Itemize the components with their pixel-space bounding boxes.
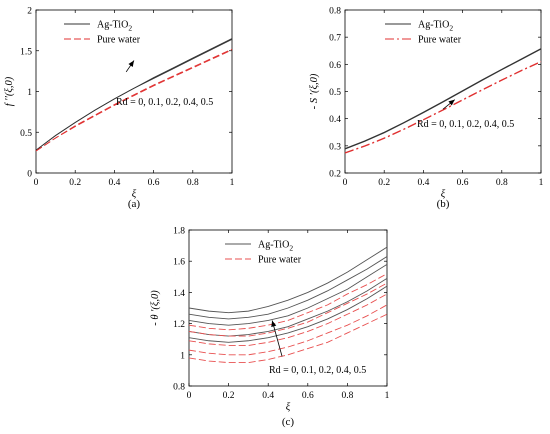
y-tick-label: 2 (27, 7, 32, 17)
y-tick-label: 1.4 (173, 289, 185, 299)
legend-entry: Ag-TiO2 (258, 240, 293, 253)
y-tick-label: 1 (180, 351, 185, 361)
x-tick-label: 0 (34, 178, 39, 188)
y-tick-label: 0.4 (329, 115, 341, 125)
series-line-water (188, 313, 388, 364)
y-tick-label: 0.6 (329, 61, 341, 71)
series-line-nanofluid (188, 285, 388, 343)
y-axis-label: f ′′(ξ,0) (4, 76, 15, 106)
legend-entry-label: Ag-TiO (97, 20, 128, 31)
series-line-nanofluid (188, 246, 388, 314)
legend-entry-label: Ag-TiO (258, 240, 289, 251)
y-tick-label: 0.7 (329, 34, 341, 44)
rd-annotation: Rd = 0, 0.1, 0.2, 0.4, 0.5 (417, 119, 514, 130)
legend-entry: Ag-TiO2 (418, 20, 453, 33)
panel-caption: (a) (128, 198, 141, 210)
rd-annotation: Rd = 0, 0.1, 0.2, 0.4, 0.5 (269, 365, 366, 376)
legend-entry-subscript: 2 (289, 244, 293, 253)
series-line-water (35, 48, 233, 152)
chart-panel-c: 0 0.2 0.4 0.6 0.8 1 0.8 1 1.2 1.4 1.6 1.8 ξ - θ ′(ξ,0… (150, 227, 390, 429)
series-line-nanofluid (188, 256, 388, 320)
rd-annotation: Rd = 0, 0.1, 0.2, 0.4, 0.5 (116, 97, 213, 108)
x-tick-label: 0.4 (417, 178, 429, 188)
y-tick-label: 0.5 (20, 129, 32, 139)
x-tick-label: 0 (187, 391, 192, 401)
legend-entry: Pure water (418, 35, 462, 46)
plot-frame (35, 9, 233, 174)
series-line-water (344, 60, 542, 154)
legend-entry-label: Pure water (258, 255, 302, 266)
chart-panel-a: 0 0.2 0.4 0.6 0.8 1 0 0.5 1 1.5 2 ξ f ′′(ξ,0) (a) Ag-T… (4, 7, 235, 211)
x-tick-label: 0.6 (302, 391, 314, 401)
x-tick-label: 0.8 (496, 178, 508, 188)
series-line-nanofluid (35, 38, 233, 151)
y-tick-label: 1 (27, 88, 32, 98)
x-tick-label: 0.4 (108, 178, 120, 188)
y-axis-label: - S ′(ξ,0) (309, 73, 320, 109)
x-tick-label: 0.8 (187, 178, 199, 188)
y-tick-label: 0.8 (329, 7, 341, 17)
x-tick-label: 0 (343, 178, 348, 188)
x-tick-label: 0.2 (223, 391, 235, 401)
series-line-water (344, 61, 542, 154)
arrow-head (448, 99, 455, 106)
arrow-shaft (271, 320, 283, 357)
x-tick-label: 1 (385, 391, 390, 401)
y-tick-label: 1.8 (173, 227, 185, 237)
series-line-nanofluid (344, 48, 542, 150)
x-tick-label: 0.6 (457, 178, 469, 188)
chart-panel-b: 0 0.2 0.4 0.6 0.8 10.20.30.40.50.60.70.8ξ- S … (309, 7, 544, 211)
series-line-nanofluid (188, 263, 388, 326)
x-axis-label: ξ (132, 189, 137, 200)
legend-entry-subscript: 2 (449, 24, 453, 33)
legend-entry: Pure water (258, 255, 302, 266)
series-line-water (35, 49, 233, 152)
x-tick-label: 0.2 (69, 178, 81, 188)
y-axis-label: - θ ′(ξ,0) (150, 290, 161, 326)
y-tick-label: 0.3 (329, 142, 341, 152)
legend-entry-label: Pure water (418, 35, 462, 46)
legend-entry-subscript: 2 (128, 24, 132, 33)
y-tick-label: 0.5 (329, 88, 341, 98)
legend-entry-label: Ag-TiO (418, 20, 449, 31)
series-line-water (188, 293, 388, 346)
legend-entry: Ag-TiO2 (97, 20, 132, 33)
y-tick-label: 1.2 (173, 320, 185, 330)
panel-caption: (c) (282, 416, 295, 428)
y-tick-label: 0.2 (329, 170, 341, 180)
x-tick-label: 0.2 (378, 178, 390, 188)
series-line-water (188, 304, 388, 356)
y-tick-label: 1.6 (173, 258, 185, 268)
legend-entry: Pure water (97, 35, 141, 46)
series-line-water (188, 273, 388, 331)
x-axis-label: ξ (441, 189, 446, 200)
x-tick-label: 0.8 (341, 391, 353, 401)
x-tick-label: 1 (539, 178, 544, 188)
legend-entry-label: Pure water (97, 35, 141, 46)
x-tick-label: 0.4 (262, 391, 274, 401)
series-line-nanofluid (344, 48, 542, 149)
y-tick-label: 1.5 (20, 47, 32, 57)
series-line-water (188, 282, 388, 337)
x-tick-label: 1 (230, 178, 235, 188)
panel-caption: (b) (437, 198, 450, 210)
arrow-head (128, 60, 134, 67)
x-tick-label: 0.6 (148, 178, 160, 188)
y-tick-label: 0 (27, 170, 32, 180)
x-axis-label: ξ (286, 402, 291, 413)
y-tick-label: 0.8 (173, 383, 185, 393)
arrow-head (271, 320, 277, 327)
